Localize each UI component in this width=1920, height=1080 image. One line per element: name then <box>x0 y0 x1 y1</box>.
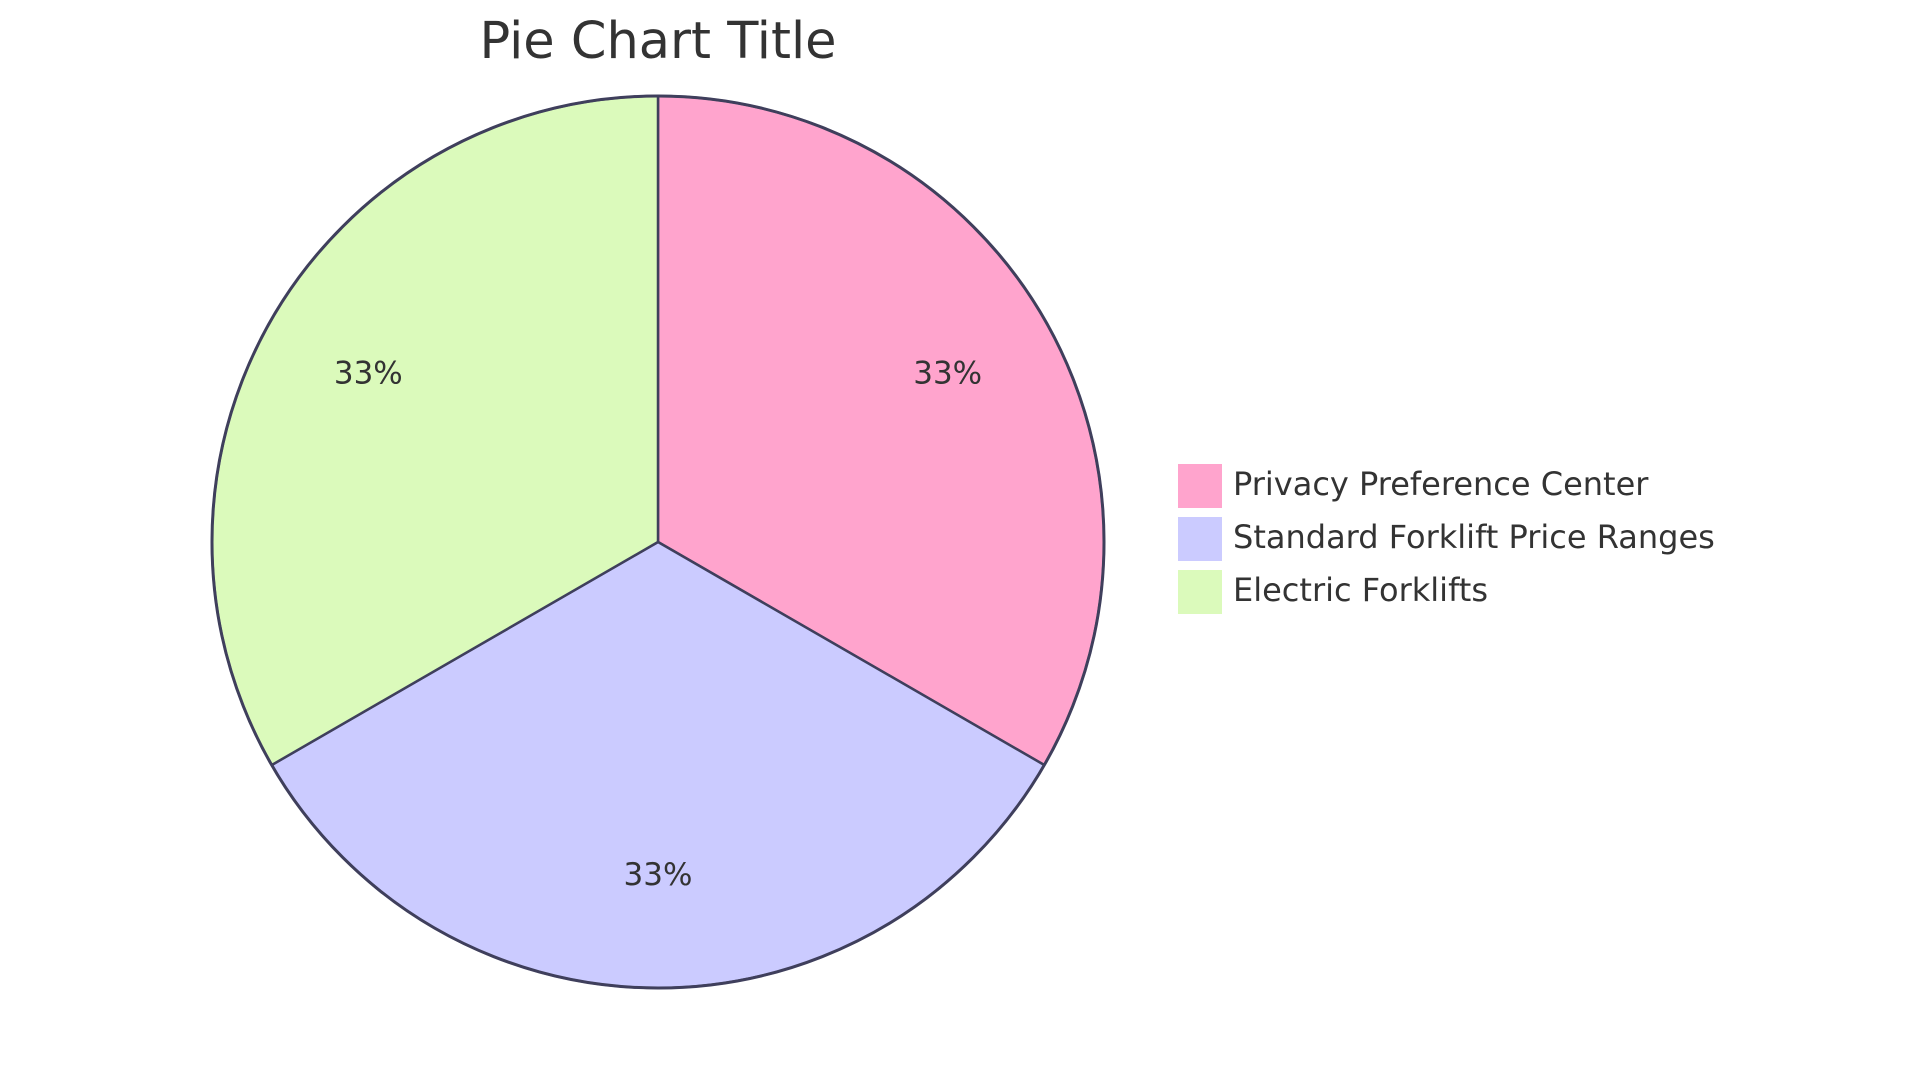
legend: Privacy Preference Center Standard Forkli… <box>1178 464 1715 614</box>
legend-swatch-3 <box>1178 570 1222 614</box>
chart-title: Pie Chart Title <box>479 12 836 71</box>
legend-swatch-1 <box>1178 464 1222 508</box>
legend-label-2: Standard Forklift Price Ranges <box>1233 518 1715 556</box>
legend-swatch-2 <box>1178 517 1222 561</box>
legend-label-3: Electric Forklifts <box>1233 571 1488 609</box>
slice-label-1: 33% <box>913 355 982 391</box>
pie-outline <box>210 94 1106 990</box>
slice-label-3: 33% <box>334 355 403 391</box>
pie-slices <box>210 94 1106 990</box>
slice-label-2: 33% <box>624 857 693 893</box>
slice-labels: 33% 33% 33% <box>334 355 982 893</box>
legend-label-1: Privacy Preference Center <box>1233 465 1649 503</box>
